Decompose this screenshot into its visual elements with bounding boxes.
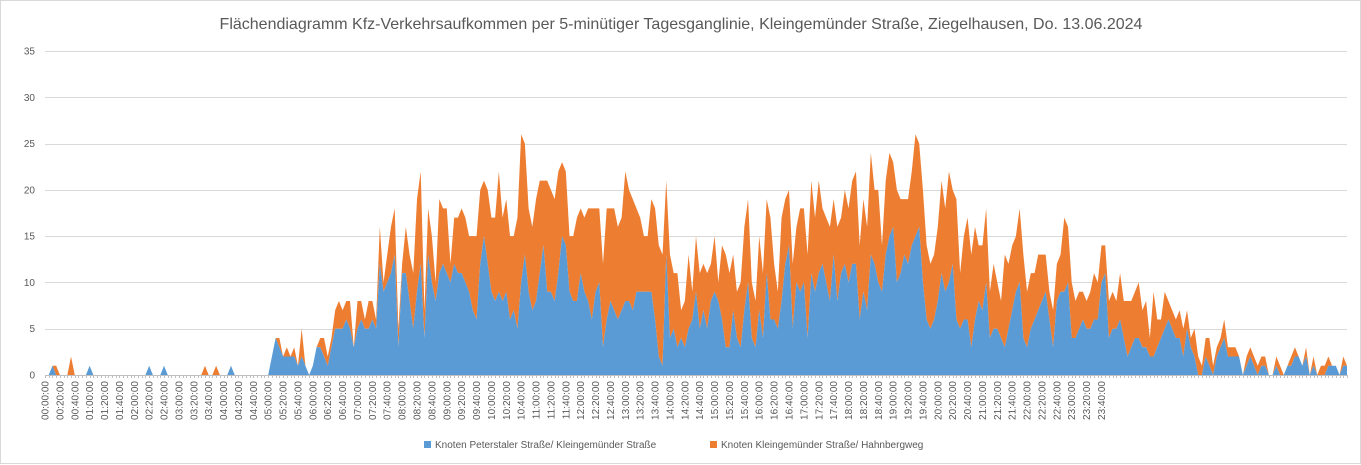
- x-tick-label: 21:00:00: [978, 381, 989, 420]
- x-tick-label: 21:40:00: [1008, 381, 1019, 420]
- x-tick-label: 15:00:00: [710, 381, 721, 420]
- x-tick-label: 16:40:00: [785, 381, 796, 420]
- x-tick-label: 03:40:00: [204, 381, 215, 420]
- legend-label-peterstaler: Knoten Peterstaler Straße/ Kleingemünder…: [435, 440, 657, 451]
- y-tick-label: 30: [24, 93, 36, 104]
- x-tick-label: 23:00:00: [1067, 381, 1078, 420]
- x-tick-label: 09:00:00: [442, 381, 453, 420]
- x-tick-label: 07:20:00: [368, 381, 379, 420]
- x-tick-label: 19:00:00: [889, 381, 900, 420]
- x-tick-label: 17:20:00: [814, 381, 825, 420]
- x-tick-label: 05:20:00: [279, 381, 290, 420]
- x-tick-label: 00:00:00: [41, 381, 52, 420]
- x-tick-label: 16:00:00: [755, 381, 766, 420]
- y-tick-label: 35: [24, 47, 36, 58]
- x-tick-label: 10:20:00: [502, 381, 513, 420]
- x-tick-label: 08:20:00: [413, 381, 424, 420]
- chart-title: Flächendiagramm Kfz-Verkehrsaufkommen pe…: [220, 16, 1143, 33]
- x-tick-label: 10:40:00: [517, 381, 528, 420]
- x-tick-label: 04:00:00: [219, 381, 230, 420]
- x-tick-label: 06:00:00: [308, 381, 319, 420]
- x-tick-label: 18:00:00: [844, 381, 855, 420]
- x-tick-label: 11:40:00: [561, 381, 572, 420]
- stacked-areas: [45, 134, 1347, 375]
- x-tick-label: 22:00:00: [1023, 381, 1034, 420]
- x-tick-label: 00:40:00: [70, 381, 81, 420]
- x-tick-label: 06:40:00: [338, 381, 349, 420]
- y-tick-label: 15: [24, 232, 36, 243]
- x-tick-label: 16:20:00: [770, 381, 781, 420]
- y-tick-label: 0: [29, 371, 35, 382]
- x-tick-label: 08:40:00: [427, 381, 438, 420]
- x-tick-label: 22:20:00: [1037, 381, 1048, 420]
- x-tick-label: 23:40:00: [1097, 381, 1108, 420]
- x-tick-label: 09:20:00: [457, 381, 468, 420]
- x-tick-label: 18:40:00: [874, 381, 885, 420]
- x-tick-label: 01:00:00: [85, 381, 96, 420]
- x-tick-label: 14:40:00: [695, 381, 706, 420]
- x-tick-label: 04:20:00: [234, 381, 245, 420]
- y-tick-label: 20: [24, 185, 36, 196]
- x-tick-label: 14:20:00: [680, 381, 691, 420]
- x-tick-label: 19:20:00: [904, 381, 915, 420]
- x-tick-label: 17:00:00: [799, 381, 810, 420]
- x-tick-label: 18:20:00: [859, 381, 870, 420]
- x-tick-label: 04:40:00: [249, 381, 260, 420]
- y-tick-label: 5: [29, 324, 35, 335]
- x-tick-label: 13:00:00: [621, 381, 632, 420]
- x-tick-label: 11:00:00: [532, 381, 543, 420]
- x-tick-label: 03:00:00: [174, 381, 185, 420]
- y-tick-label: 25: [24, 139, 36, 150]
- x-tick-label: 02:00:00: [130, 381, 141, 420]
- area-series-hahnbergweg: [45, 134, 1347, 375]
- x-tick-label: 05:40:00: [293, 381, 304, 420]
- legend: Knoten Peterstaler Straße/ Kleingemünder…: [424, 440, 923, 451]
- x-tick-label: 12:40:00: [606, 381, 617, 420]
- x-tick-label: 22:40:00: [1052, 381, 1063, 420]
- x-tick-label: 07:00:00: [353, 381, 364, 420]
- x-tick-label: 05:00:00: [264, 381, 275, 420]
- x-tick-label: 01:40:00: [115, 381, 126, 420]
- x-tick-label: 15:20:00: [725, 381, 736, 420]
- x-tick-label: 09:40:00: [472, 381, 483, 420]
- x-tick-label: 01:20:00: [100, 381, 111, 420]
- x-tick-label: 13:40:00: [651, 381, 662, 420]
- area-series-peterstaler: [45, 226, 1347, 375]
- x-tick-label: 10:00:00: [487, 381, 498, 420]
- x-tick-label: 14:00:00: [665, 381, 676, 420]
- x-tick-label: 20:00:00: [933, 381, 944, 420]
- x-tick-label: 02:40:00: [160, 381, 171, 420]
- x-tick-label: 03:20:00: [189, 381, 200, 420]
- legend-swatch-hahnbergweg: [710, 441, 717, 448]
- x-tick-label: 11:20:00: [546, 381, 557, 420]
- x-tick-label: 02:20:00: [145, 381, 156, 420]
- x-tick-label: 07:40:00: [383, 381, 394, 420]
- x-tick-label: 17:40:00: [829, 381, 840, 420]
- x-tick-label: 21:20:00: [993, 381, 1004, 420]
- x-tick-label: 13:20:00: [636, 381, 647, 420]
- y-tick-label: 10: [24, 278, 36, 289]
- x-tick-label: 08:00:00: [398, 381, 409, 420]
- x-tick-label: 19:40:00: [918, 381, 929, 420]
- legend-swatch-peterstaler: [424, 441, 431, 448]
- x-tick-label: 00:20:00: [55, 381, 66, 420]
- x-tick-label: 23:20:00: [1082, 381, 1093, 420]
- x-tick-label: 06:20:00: [323, 381, 334, 420]
- x-tick-label: 20:40:00: [963, 381, 974, 420]
- x-tick-label: 20:20:00: [948, 381, 959, 420]
- x-tick-label: 15:40:00: [740, 381, 751, 420]
- legend-label-hahnbergweg: Knoten Kleingemünder Straße/ Hahnbergweg: [721, 440, 923, 451]
- x-tick-label: 12:20:00: [591, 381, 602, 420]
- x-tick-label: 12:00:00: [576, 381, 587, 420]
- axes: 00:00:00 00:20:00 00:40:00 01:00:00 01:20:00…: [41, 375, 1348, 420]
